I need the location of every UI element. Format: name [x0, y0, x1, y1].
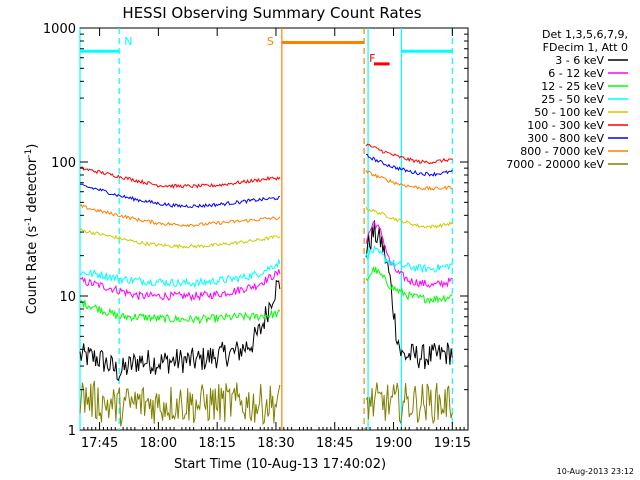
marker-lines: [79, 28, 453, 430]
x-tick-label-3: 18:30: [257, 436, 294, 451]
chart-title: HESSI Observing Summary Count Rates: [122, 4, 421, 22]
x-axis-ticks: 17:45 18:00 18:15 18:30 18:45 19:00 19:15: [81, 28, 471, 451]
series-line-8-seg-1: [365, 382, 453, 425]
series-line-0-seg-0: [79, 279, 281, 382]
series-line-4-seg-0: [79, 228, 281, 250]
y-axis-label-sup1: -1: [24, 217, 34, 226]
series-line-6-seg-1: [366, 153, 453, 177]
series-line-2-seg-1: [365, 266, 453, 305]
series-line-1-seg-0: [79, 269, 281, 302]
series-line-7-seg-0: [79, 203, 281, 228]
state-labels: N S F: [124, 35, 375, 65]
series-line-3-seg-0: [79, 259, 281, 289]
x-axis-label: Start Time (10-Aug-13 17:40:02): [174, 457, 386, 472]
series-lines: [79, 143, 453, 427]
x-tick-label-0: 17:45: [81, 436, 118, 451]
legend: Det 1,3,5,6,7,9, FDecim 1, Att 0 3 - 6 k…: [506, 28, 628, 171]
series-line-0-seg-1: [365, 220, 453, 370]
legend-label-2: 12 - 25 keV: [541, 80, 604, 93]
x-tick-label-5: 19:00: [375, 436, 412, 451]
x-tick-label-4: 18:45: [316, 436, 353, 451]
series-line-4-seg-1: [365, 206, 453, 230]
series-line-7-seg-1: [365, 169, 453, 191]
x-tick-label-2: 18:15: [198, 436, 235, 451]
series-line-5-seg-0: [79, 166, 281, 189]
y-axis-label: Count Rate (s-1 detector-1): [24, 144, 40, 315]
state-bars: [80, 40, 453, 66]
y-tick-label-3: 1000: [43, 22, 76, 37]
legend-header-line-2: FDecim 1, Att 0: [543, 41, 628, 54]
legend-label-5: 100 - 300 keV: [527, 119, 604, 132]
y-axis-label-main: Count Rate (s: [25, 226, 40, 315]
y-tick-label-0: 1: [68, 424, 76, 439]
state-label-n: N: [124, 35, 132, 48]
legend-label-8: 7000 - 20000 keV: [506, 158, 604, 171]
legend-label-0: 3 - 6 keV: [555, 54, 604, 67]
state-label-s: S: [267, 35, 274, 48]
legend-label-3: 25 - 50 keV: [541, 93, 604, 106]
y-tick-label-2: 100: [51, 156, 76, 171]
series-line-5-seg-1: [365, 143, 453, 165]
y-axis-label-mid: detector: [25, 157, 40, 217]
x-tick-label-1: 18:00: [140, 436, 177, 451]
legend-label-1: 6 - 12 keV: [548, 67, 604, 80]
generated-timestamp: 10-Aug-2013 23:12: [557, 467, 634, 476]
y-axis-label-end: ): [25, 144, 40, 149]
y-tick-label-1: 10: [59, 290, 76, 305]
legend-label-4: 50 - 100 keV: [534, 106, 604, 119]
series-line-3-seg-1: [365, 244, 453, 273]
legend-label-7: 800 - 7000 keV: [520, 145, 604, 158]
series-line-1-seg-1: [365, 221, 453, 289]
state-label-f: F: [369, 52, 375, 65]
legend-header-line-1: Det 1,3,5,6,7,9,: [542, 28, 628, 41]
y-axis-label-sup2: -1: [24, 149, 34, 158]
series-line-8-seg-0: [79, 380, 281, 427]
series-line-2-seg-0: [79, 299, 281, 325]
y-axis-ticks: 1 10 100 1000: [43, 22, 468, 439]
x-tick-label-6: 19:15: [434, 436, 471, 451]
series-line-6-seg-0: [80, 183, 281, 209]
legend-label-6: 300 - 800 keV: [527, 132, 604, 145]
